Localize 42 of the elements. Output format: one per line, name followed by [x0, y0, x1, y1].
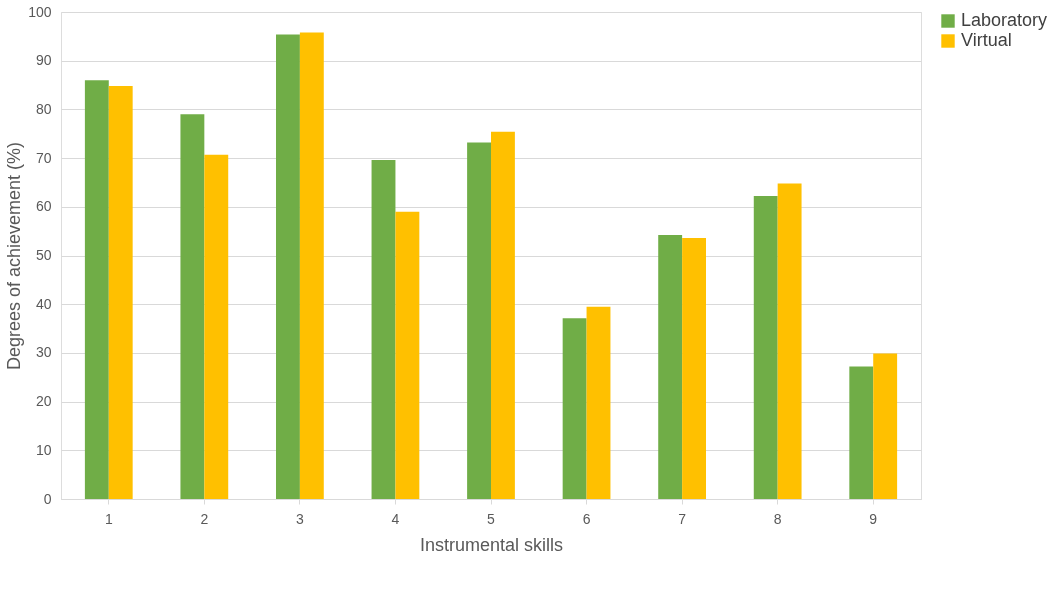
x-tick-label: 5: [487, 510, 496, 527]
y-tick-label: 80: [35, 100, 52, 117]
bar: [204, 154, 229, 499]
x-tick-label: 8: [773, 510, 782, 527]
bar: [873, 353, 898, 499]
x-tick-label: 1: [104, 510, 113, 527]
bar: [108, 86, 133, 499]
bar: [467, 142, 491, 499]
bar: [491, 131, 515, 499]
bar: [395, 211, 420, 499]
bar: [849, 366, 874, 499]
y-axis-title: Degrees of achievement (%): [4, 141, 25, 371]
bar: [371, 160, 396, 499]
y-tick-label: 10: [35, 441, 52, 458]
y-tick-label: 50: [35, 247, 52, 263]
bar: [299, 32, 324, 499]
bar: [777, 183, 802, 499]
bar: [753, 196, 778, 499]
bar: [276, 34, 300, 499]
y-tick-label: 20: [35, 393, 52, 410]
y-tick-label: 40: [35, 295, 52, 312]
bar: [586, 306, 611, 499]
x-tick-label: 9: [869, 510, 878, 527]
legend-label: Laboratory: [961, 10, 1048, 30]
x-tick-label: 3: [295, 510, 304, 527]
y-tick-label: 100: [28, 3, 52, 20]
legend-label: Virtual: [961, 30, 1012, 50]
y-tick-label: 0: [43, 490, 52, 507]
y-tick-label: 90: [35, 52, 52, 69]
bar: [180, 114, 205, 499]
bar: [84, 80, 109, 499]
bar: [682, 237, 706, 499]
y-tick-label: 70: [35, 149, 52, 166]
x-axis-title: Instrumental skills: [419, 534, 564, 555]
y-tick-label: 30: [35, 344, 52, 361]
x-tick-label: 2: [200, 510, 209, 527]
x-tick-label: 6: [582, 510, 591, 527]
y-tick-label: 60: [35, 198, 52, 215]
bar: [658, 235, 683, 499]
x-tick-label: 7: [678, 510, 687, 527]
bar: [562, 318, 587, 499]
x-tick-label: 4: [391, 510, 400, 527]
